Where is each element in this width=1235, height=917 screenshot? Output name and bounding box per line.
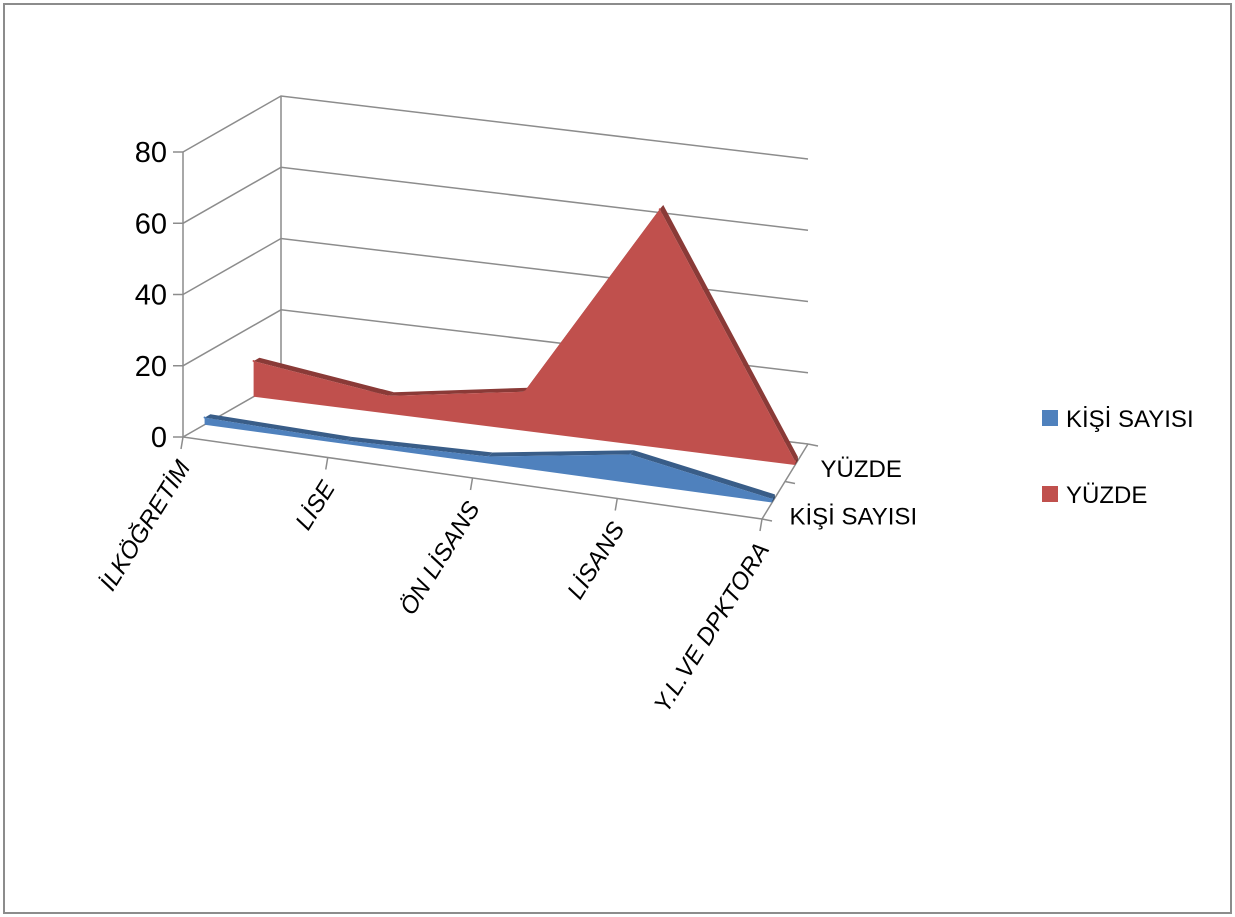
gridline <box>182 166 809 232</box>
depth-label: KİŞİ SAYISI <box>790 503 918 530</box>
depth-label: YÜZDE <box>821 456 902 483</box>
area-top-kisi <box>488 450 634 457</box>
y-axis-ticks: 0 20 40 60 80 <box>135 137 183 454</box>
area-top-kisi <box>204 414 352 441</box>
area-top-yuzde <box>253 357 395 396</box>
y-tick-label: 60 <box>135 208 167 240</box>
data-point <box>252 360 255 363</box>
gridline <box>182 95 809 160</box>
data-point <box>658 208 661 211</box>
x-tick-mark <box>614 498 618 511</box>
legend-label: KİŞİ SAYISI <box>1066 406 1194 433</box>
data-point <box>203 416 206 419</box>
y-tick-label: 80 <box>135 137 167 169</box>
data-point <box>629 453 632 456</box>
plot-areas <box>203 205 798 503</box>
x-tick-mark <box>469 477 474 491</box>
area-top-yuzde <box>388 387 529 396</box>
data-point <box>345 439 348 442</box>
x-tick-mark <box>180 436 184 450</box>
area-top-kisi <box>630 450 775 499</box>
area-front-yuzde <box>253 209 796 465</box>
x-tick-mark <box>325 457 329 470</box>
x-tick-mark <box>759 518 763 532</box>
depth-tick-mark <box>784 480 796 485</box>
y-tick-label: 40 <box>135 280 167 312</box>
data-point <box>487 455 490 458</box>
legend: KİŞİ SAYISI YÜZDE <box>1042 406 1194 509</box>
data-point <box>387 394 390 397</box>
data-point <box>771 497 774 500</box>
depth-tick-mark <box>807 443 819 447</box>
legend-label: YÜZDE <box>1066 482 1147 509</box>
area-top-kisi <box>346 436 493 457</box>
y-tick-label: 0 <box>151 422 167 454</box>
data-point <box>794 460 797 463</box>
depth-tick-mark <box>761 518 773 522</box>
area-front-kisi <box>204 417 773 503</box>
y-tick-label: 20 <box>135 351 167 383</box>
data-point <box>523 390 526 393</box>
area-end-cap <box>772 494 775 503</box>
legend-swatch <box>1042 410 1058 426</box>
area-end-cap <box>795 456 798 465</box>
legend-swatch <box>1042 486 1058 502</box>
depth-axis-labels: YÜZDE KİŞİ SAYISI <box>761 443 918 530</box>
area-top-yuzde <box>659 205 798 462</box>
